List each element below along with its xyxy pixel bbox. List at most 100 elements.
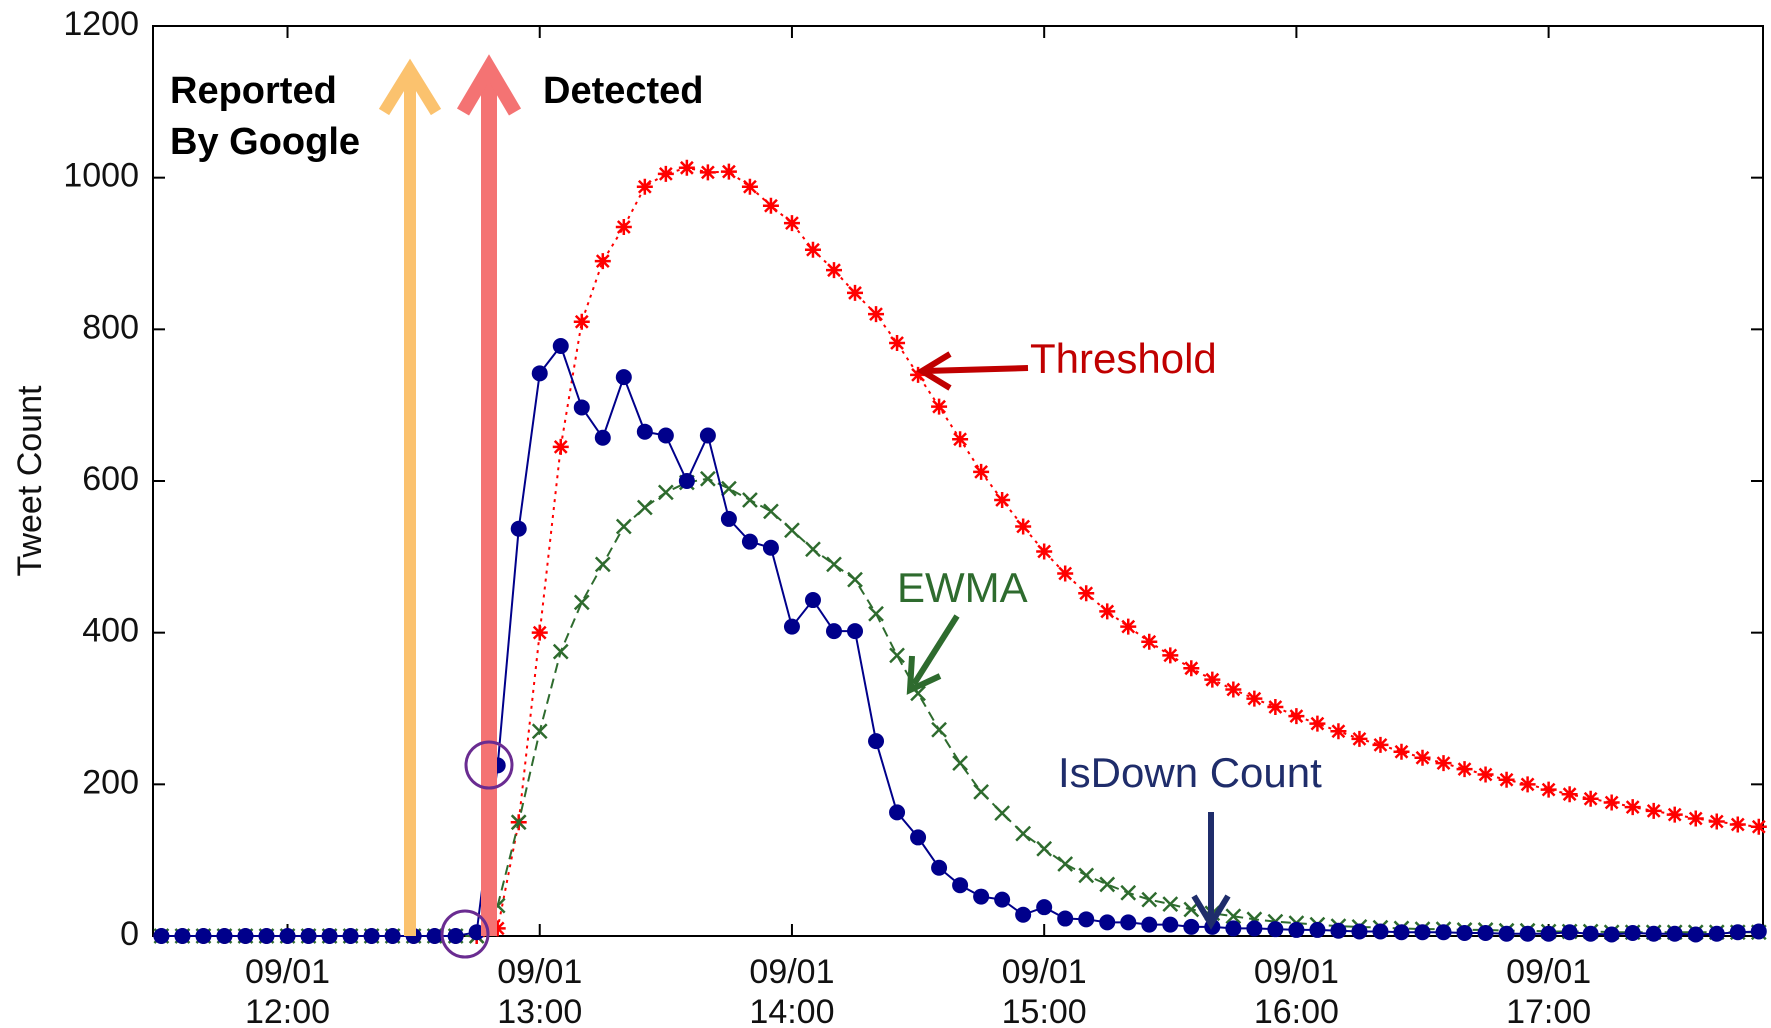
data-point bbox=[678, 473, 695, 489]
data-point bbox=[1351, 730, 1368, 747]
reported-arrow-head bbox=[378, 58, 442, 116]
data-point bbox=[1603, 926, 1620, 943]
data-point bbox=[468, 924, 485, 941]
data-point bbox=[1162, 647, 1179, 664]
data-point bbox=[1036, 543, 1053, 560]
data-point bbox=[1036, 840, 1053, 857]
data-point bbox=[1330, 922, 1347, 939]
threshold-arrow-head bbox=[916, 351, 952, 391]
data-point bbox=[384, 928, 401, 944]
data-point bbox=[363, 928, 380, 944]
data-point bbox=[973, 784, 990, 800]
data-point bbox=[489, 920, 506, 937]
data-point bbox=[1225, 681, 1242, 698]
data-point bbox=[931, 721, 947, 738]
data-point bbox=[952, 431, 969, 448]
data-point bbox=[1246, 920, 1263, 937]
data-point bbox=[783, 618, 800, 635]
data-point bbox=[1099, 914, 1116, 931]
data-point bbox=[826, 556, 842, 573]
data-point bbox=[783, 215, 800, 232]
data-point bbox=[1393, 924, 1410, 941]
data-point bbox=[1498, 925, 1515, 942]
data-point bbox=[1141, 916, 1158, 933]
data-point bbox=[1477, 766, 1494, 783]
data-point bbox=[1372, 736, 1389, 753]
data-point bbox=[889, 804, 906, 821]
data-point bbox=[1120, 884, 1137, 901]
data-point bbox=[1561, 924, 1578, 941]
data-point bbox=[636, 178, 653, 195]
data-point bbox=[657, 427, 674, 444]
ewma-arrow-head bbox=[906, 655, 942, 695]
data-point bbox=[994, 491, 1011, 508]
data-point bbox=[1708, 813, 1725, 830]
data-point bbox=[447, 928, 464, 944]
detected-arrow-head bbox=[456, 54, 522, 116]
data-point bbox=[825, 623, 842, 640]
data-point bbox=[1267, 921, 1284, 938]
annotation: Reported bbox=[170, 70, 337, 112]
series-line bbox=[161, 166, 1759, 937]
data-point bbox=[1309, 715, 1326, 732]
data-point bbox=[847, 571, 863, 588]
data-point bbox=[1666, 925, 1683, 942]
data-point bbox=[678, 159, 695, 176]
data-point bbox=[804, 592, 821, 609]
data-point bbox=[720, 510, 737, 527]
data-point bbox=[763, 503, 779, 520]
data-point bbox=[279, 928, 296, 944]
series-label: IsDown Count bbox=[1058, 749, 1322, 796]
data-point bbox=[1099, 876, 1116, 893]
data-point bbox=[1519, 925, 1536, 942]
data-point bbox=[426, 928, 443, 944]
data-point bbox=[994, 891, 1011, 908]
data-point bbox=[552, 338, 569, 355]
data-point bbox=[1414, 749, 1431, 766]
data-point bbox=[1708, 925, 1725, 942]
ewma-arrow bbox=[911, 614, 960, 686]
data-point bbox=[1309, 921, 1326, 938]
highlight-circle bbox=[440, 909, 490, 959]
data-point bbox=[1120, 618, 1137, 635]
data-point bbox=[636, 423, 653, 440]
data-point bbox=[1666, 806, 1683, 823]
data-point bbox=[1246, 690, 1263, 707]
data-point bbox=[784, 522, 800, 539]
series-label: Threshold bbox=[1030, 335, 1217, 382]
data-point bbox=[1414, 924, 1431, 941]
data-point bbox=[342, 928, 359, 944]
data-point bbox=[657, 165, 674, 182]
data-point bbox=[1078, 585, 1095, 602]
data-point bbox=[1351, 923, 1368, 940]
data-point bbox=[573, 594, 590, 611]
data-point bbox=[531, 723, 548, 740]
threshold-arrow bbox=[924, 365, 1029, 374]
data-point bbox=[195, 928, 212, 944]
data-point bbox=[258, 928, 275, 944]
y-tick-label: 800 bbox=[82, 308, 139, 346]
data-point bbox=[889, 647, 905, 664]
data-point bbox=[847, 623, 864, 640]
data-point bbox=[1645, 925, 1662, 942]
data-point bbox=[1687, 926, 1704, 943]
data-point bbox=[1519, 776, 1536, 793]
data-point bbox=[868, 733, 885, 750]
data-point bbox=[910, 829, 927, 846]
data-point bbox=[910, 366, 927, 383]
data-point bbox=[1498, 771, 1515, 788]
data-point bbox=[1288, 921, 1305, 938]
data-point bbox=[1183, 918, 1200, 935]
data-point bbox=[531, 624, 548, 641]
data-point bbox=[1750, 923, 1767, 940]
data-point bbox=[1393, 743, 1410, 760]
data-point bbox=[889, 334, 906, 351]
data-point bbox=[1141, 633, 1158, 650]
x-tick-label: 09/01 15:00 bbox=[1002, 953, 1087, 1028]
data-point bbox=[973, 888, 990, 905]
data-point bbox=[321, 928, 338, 944]
data-point bbox=[1624, 799, 1641, 816]
data-point bbox=[153, 928, 170, 944]
data-point bbox=[1099, 603, 1116, 620]
data-point bbox=[1372, 923, 1389, 940]
